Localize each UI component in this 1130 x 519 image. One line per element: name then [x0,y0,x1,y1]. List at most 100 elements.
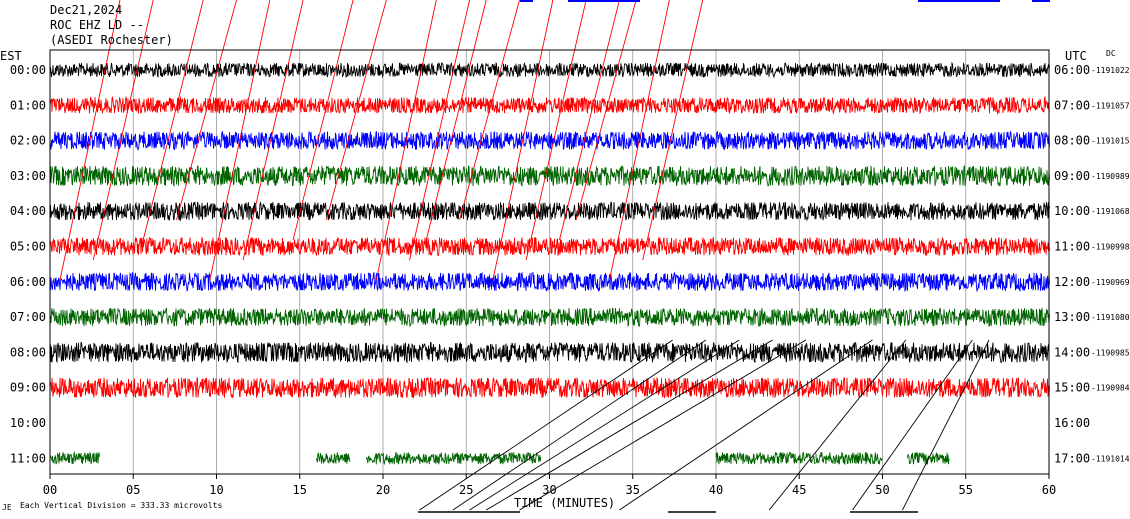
black-slope-4 [519,339,807,511]
trace-11:00-seg2 [365,451,542,466]
red-slope-4 [209,0,271,281]
corner-mark: JE [2,503,12,512]
utc-label-11:00: 11:00 [1054,240,1090,254]
trace-11:00-seg5 [907,452,950,465]
x-tick-label-05: 05 [126,483,140,497]
utc-label-09:00: 09:00 [1054,169,1090,183]
trace-04:00-seg0 [49,201,1050,222]
trace-01:00-seg0 [49,95,1050,115]
dc-label-09:00: -1190984 [1091,384,1130,393]
trace-05:00-seg0 [49,236,1050,257]
dc-label-07:00: -1191080 [1091,313,1130,322]
x-tick-label-00: 00 [43,483,57,497]
chart-frame [49,49,1050,479]
trace-02:00-seg0 [49,130,1050,151]
x-tick-label-45: 45 [792,483,806,497]
est-label-08:00: 08:00 [10,345,46,359]
red-slope-1 [92,0,154,261]
dc-label-06:00: -1190969 [1091,278,1130,287]
utc-label-16:00: 16:00 [1054,416,1090,430]
red-slope-11 [459,0,520,221]
red-slope-16 [608,0,670,281]
dc-label-11:00: -1191014 [1091,454,1130,463]
station-location: (ASEDI Rochester) [50,33,173,47]
red-slope-7 [325,0,387,221]
trace-07:00-seg0 [49,306,1050,328]
red-slope-9 [409,0,471,261]
est-label-07:00: 07:00 [10,310,46,324]
red-slope-3 [176,0,237,221]
utc-label-12:00: 12:00 [1054,275,1090,289]
red-slope-12 [492,0,554,281]
dc-label-02:00: -1191015 [1091,137,1130,146]
trace-11:00-seg0 [49,451,100,465]
trace-09:00-seg0 [49,376,1050,399]
red-slope-17 [642,0,704,261]
black-slope-3 [485,339,773,511]
left-timezone-label: EST [0,49,22,63]
utc-label-10:00: 10:00 [1054,204,1090,218]
trace-03:00-seg0 [49,165,1050,188]
est-label-01:00: 01:00 [10,98,46,112]
red-slope-6 [292,0,354,241]
est-label-03:00: 03:00 [10,169,46,183]
trace-00:00-seg0 [49,61,1050,79]
est-label-10:00: 10:00 [10,416,46,430]
red-slope-10 [425,0,487,241]
red-slope-14 [559,0,620,241]
record-date: Dec21,2024 [50,3,123,17]
trace-06:00-seg0 [49,271,1050,293]
black-slope-5 [619,339,873,511]
dc-label-00:00: -1191022 [1091,66,1130,75]
x-tick-label-30: 30 [542,483,556,497]
annotation-lines [59,0,1050,513]
black-slope-1 [452,339,707,511]
est-label-05:00: 05:00 [10,240,46,254]
est-label-06:00: 06:00 [10,275,46,289]
utc-label-15:00: 15:00 [1054,381,1090,395]
right-timezone-label: UTC [1065,49,1087,63]
trace-11:00-seg1 [315,452,351,465]
utc-label-14:00: 14:00 [1054,345,1090,359]
dc-offset-header: DC [1106,49,1116,58]
station-code: ROC EHZ LD -- [50,18,144,32]
est-label-04:00: 04:00 [10,204,46,218]
trace-11:00-seg4 [815,451,883,466]
est-label-11:00: 11:00 [10,451,46,465]
x-axis-title: TIME (MINUTES) [514,496,616,510]
black-slope-2 [469,339,740,511]
seismic-traces [49,61,1050,466]
x-tick-label-55: 55 [959,483,973,497]
red-slope-2 [142,0,204,241]
x-tick-label-50: 50 [875,483,889,497]
x-tick-label-40: 40 [709,483,723,497]
dc-label-08:00: -1190985 [1091,348,1130,357]
chart-grid [49,50,1050,474]
dc-label-01:00: -1191057 [1091,101,1130,110]
dc-label-03:00: -1190989 [1091,172,1130,181]
x-tick-label-20: 20 [376,483,390,497]
est-label-02:00: 02:00 [10,134,46,148]
black-slope-7 [852,339,973,511]
black-slope-0 [419,339,673,511]
utc-label-07:00: 07:00 [1054,98,1090,112]
x-tick-label-15: 15 [293,483,307,497]
red-slope-8 [375,0,437,281]
utc-label-13:00: 13:00 [1054,310,1090,324]
trace-08:00-seg0 [49,341,1050,364]
x-tick-label-10: 10 [209,483,223,497]
vertical-division-note: Each Vertical Division = 333.33 microvol… [20,501,223,510]
red-slope-13 [525,0,587,261]
utc-label-06:00: 06:00 [1054,63,1090,77]
x-tick-label-35: 35 [626,483,640,497]
red-slope-5 [242,0,304,261]
red-slope-0 [59,0,121,281]
x-tick-label-60: 60 [1042,483,1056,497]
est-label-09:00: 09:00 [10,381,46,395]
utc-label-17:00: 17:00 [1054,451,1090,465]
dc-label-05:00: -1190998 [1091,243,1130,252]
red-slope-15 [575,0,637,221]
dc-label-04:00: -1191068 [1091,207,1130,216]
